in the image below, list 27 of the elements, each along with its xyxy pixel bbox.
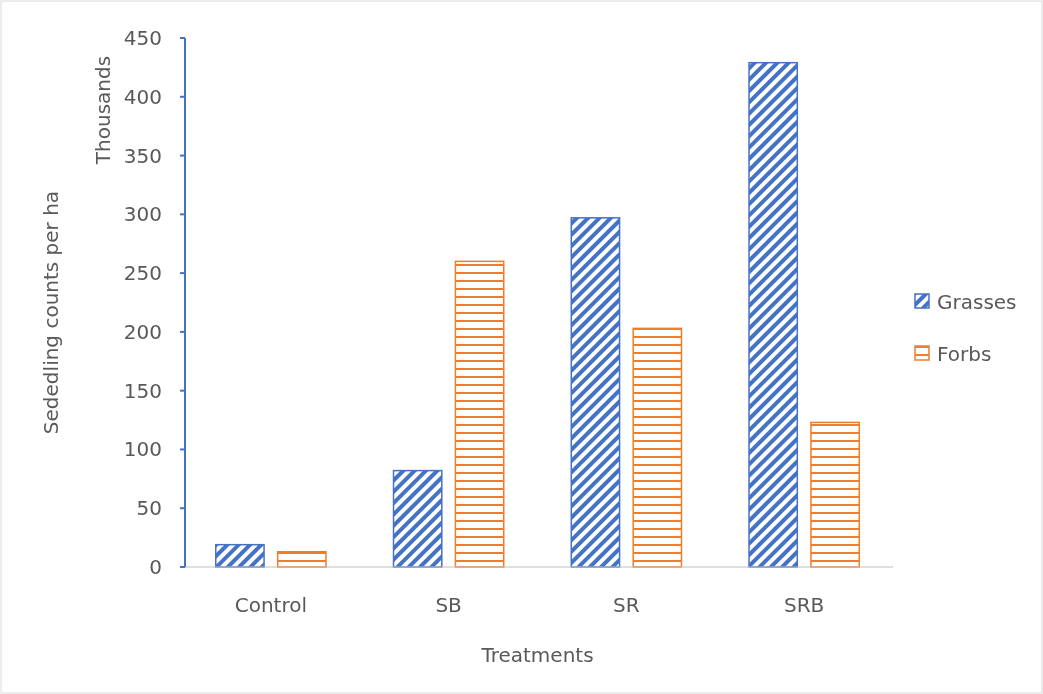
x-tick-label: SB [435,593,462,617]
bar [276,550,327,568]
legend-label: Forbs [937,342,992,366]
y-axis-title: Sededling counts per ha [39,190,63,435]
y-tick-label: 0 [149,555,162,579]
x-tick-label: Control [234,593,308,617]
bar [810,421,860,568]
y-tick-label: 350 [123,143,162,168]
y-tick-label: 250 [123,261,162,286]
y-tick-label: 300 [123,202,162,227]
y-tick-label: 400 [123,84,162,109]
bar [748,61,799,568]
x-tick-label: SRB [783,593,825,617]
bar [215,543,265,568]
x-axis-title: Treatments [480,643,594,667]
y-tick-label: 450 [123,26,162,50]
bar [454,260,505,568]
bar [392,469,443,568]
y-tick-label: 100 [123,437,162,462]
y-tick-label: 50 [136,496,162,521]
y-tick-label: 200 [123,319,162,344]
text: Thousands [91,55,115,166]
y-tick-label: 150 [123,378,162,403]
bar [632,327,683,568]
x-tick-label: SR [613,593,640,617]
legend-label: Grasses [937,290,1017,314]
bar [570,217,621,568]
